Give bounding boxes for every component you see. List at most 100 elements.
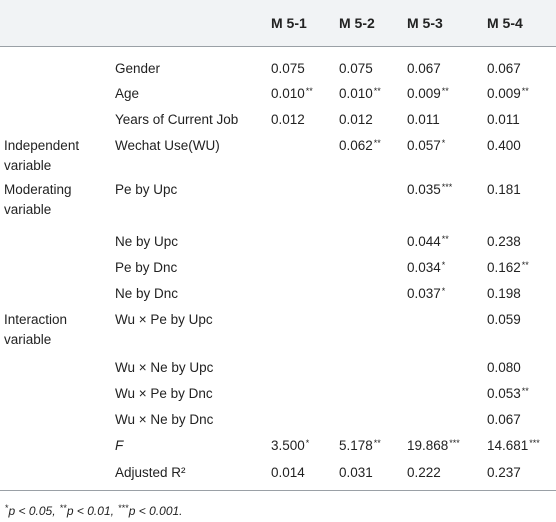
- footnote-p05: p < 0.05,: [8, 504, 59, 518]
- row-variable: Gender: [115, 61, 161, 76]
- column-header-m5-4: M 5-4: [487, 15, 523, 31]
- significance-marker: **: [441, 86, 449, 96]
- cell-value: 0.075: [271, 61, 305, 76]
- row-variable: Wu × Pe by Dnc: [115, 386, 213, 401]
- footnote-p001: p < 0.001.: [128, 504, 183, 518]
- cell-value: 0.031: [339, 465, 373, 480]
- significance-marker: *: [441, 260, 446, 270]
- table-cell: 0.014: [271, 465, 305, 481]
- cell-value: 0.400: [487, 138, 521, 153]
- cell-value: 0.010: [271, 86, 305, 101]
- table-cell: 0.011: [487, 112, 520, 128]
- significance-marker: **: [441, 234, 449, 244]
- cell-value: 0.062: [339, 138, 373, 153]
- table-cell: 0.044**: [407, 234, 449, 251]
- significance-marker: **: [521, 260, 529, 270]
- cell-value: 0.037: [407, 286, 441, 301]
- cell-value: 0.012: [339, 112, 373, 127]
- table-cell: 0.035***: [407, 182, 452, 199]
- cell-value: 0.222: [407, 465, 441, 480]
- table-cell: 0.198: [487, 286, 521, 302]
- significance-footnote: *p < 0.05, **p < 0.01, ***p < 0.001.: [4, 503, 183, 518]
- cell-value: 0.011: [407, 112, 440, 127]
- row-variable: Wu × Ne by Upc: [115, 360, 214, 375]
- cell-value: 0.237: [487, 465, 521, 480]
- footnote-marker-3: ***: [118, 503, 129, 513]
- cell-value: 0.198: [487, 286, 521, 301]
- table-cell: 0.053**: [487, 386, 529, 403]
- cell-value: 0.075: [339, 61, 373, 76]
- table-cell: 0.067: [487, 412, 521, 428]
- significance-marker: *: [441, 286, 446, 296]
- cell-value: 0.067: [487, 61, 521, 76]
- table-cell: 0.031: [339, 465, 373, 481]
- cell-value: 0.080: [487, 360, 521, 375]
- table-cell: 3.500*: [271, 438, 309, 455]
- row-variable: Pe by Dnc: [115, 260, 178, 275]
- cell-value: 0.034: [407, 260, 441, 275]
- table-cell: 0.067: [487, 61, 521, 77]
- cell-value: 3.500: [271, 438, 305, 453]
- footnote-p01: p < 0.01,: [66, 504, 118, 518]
- significance-marker: **: [521, 386, 529, 396]
- column-header-m5-2: M 5-2: [339, 15, 375, 31]
- table-cell: 0.238: [487, 234, 521, 250]
- row-variable: Pe by Upc: [115, 182, 178, 197]
- table-cell: 0.059: [487, 312, 521, 328]
- row-category: Interaction variable: [4, 312, 68, 347]
- table-cell: 0.080: [487, 360, 521, 376]
- table-cell: 0.075: [271, 61, 305, 77]
- significance-marker: **: [305, 86, 313, 96]
- cell-value: 0.059: [487, 312, 521, 327]
- table-cell: 0.009**: [487, 86, 529, 103]
- row-variable: Wu × Pe by Upc: [115, 312, 213, 327]
- table-cell: 0.009**: [407, 86, 449, 103]
- significance-marker: **: [373, 138, 381, 148]
- table-cell: 0.012: [339, 112, 373, 128]
- table-cell: 0.400: [487, 138, 521, 154]
- row-variable: F: [115, 438, 124, 453]
- cell-value: 0.162: [487, 260, 521, 275]
- table-cell: 0.010**: [271, 86, 313, 103]
- cell-value: 0.014: [271, 465, 305, 480]
- table-cell: 0.057*: [407, 138, 445, 155]
- row-variable: Years of Current Job: [115, 112, 239, 127]
- row-variable: Adjusted R²: [115, 465, 186, 480]
- table-cell: 0.181: [487, 182, 521, 198]
- table-cell: 0.062**: [339, 138, 381, 155]
- cell-value: 0.067: [487, 412, 521, 427]
- table-cell: 0.075: [339, 61, 373, 77]
- table-cell: 0.037*: [407, 286, 445, 303]
- significance-marker: **: [521, 86, 529, 96]
- cell-value: 0.057: [407, 138, 441, 153]
- cell-value: 0.044: [407, 234, 441, 249]
- cell-value: 0.067: [407, 61, 441, 76]
- table-cell: 0.011: [407, 112, 440, 128]
- column-header-m5-1: M 5-1: [271, 15, 307, 31]
- significance-marker: **: [373, 438, 381, 448]
- table-cell: 0.222: [407, 465, 441, 481]
- table-cell: 19.868***: [407, 438, 460, 455]
- cell-value: 0.011: [487, 112, 520, 127]
- cell-value: 0.012: [271, 112, 305, 127]
- significance-marker: ***: [529, 438, 540, 448]
- cell-value: 0.181: [487, 182, 521, 197]
- significance-marker: *: [441, 138, 446, 148]
- table-header: M 5-1 M 5-2 M 5-3 M 5-4: [0, 0, 556, 46]
- header-rule: [0, 46, 556, 47]
- cell-value: 0.009: [487, 86, 521, 101]
- cell-value: 0.053: [487, 386, 521, 401]
- table-cell: 0.034*: [407, 260, 445, 277]
- cell-value: 5.178: [339, 438, 373, 453]
- row-variable: Ne by Upc: [115, 234, 179, 249]
- row-category: Independent variable: [4, 138, 80, 173]
- table-cell: 0.012: [271, 112, 305, 128]
- significance-marker: ***: [449, 438, 460, 448]
- row-category: Moderating variable: [4, 182, 72, 217]
- table-cell: 5.178**: [339, 438, 381, 455]
- table-cell: 0.010**: [339, 86, 381, 103]
- cell-value: 19.868: [407, 438, 449, 453]
- row-variable: Ne by Dnc: [115, 286, 179, 301]
- cell-value: 0.238: [487, 234, 521, 249]
- significance-marker: *: [305, 438, 310, 448]
